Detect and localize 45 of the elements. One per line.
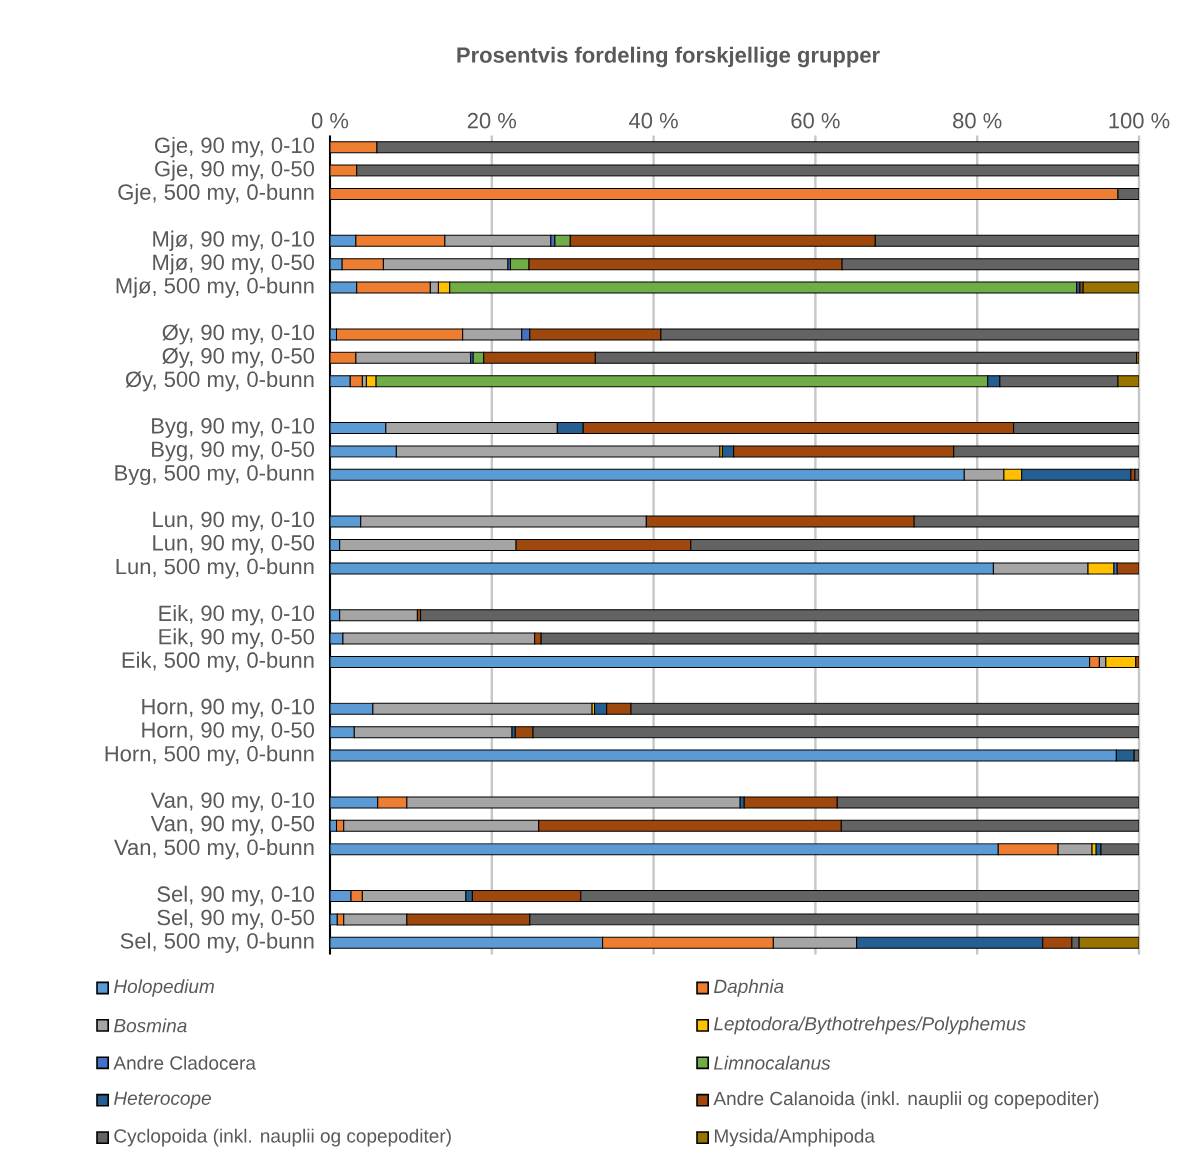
y-tick-label: Byg, 90 my, 0-50	[152, 441, 315, 462]
y-tick-label: Mjø, 90 my, 0-50	[153, 253, 315, 275]
y-tick-label: Sel, 90 my, 0-10	[157, 885, 315, 907]
y-tick-label: Gje, 500 my, 0-bunn	[118, 183, 314, 205]
y-tick-label: Eik, 90 my, 0-10	[159, 604, 315, 626]
x-tick-label: 0 %	[311, 112, 349, 129]
legend-label: Bosmina	[114, 1018, 187, 1033]
y-tick-label: Øy, 90 my, 0-50	[162, 347, 315, 368]
y-tick-label: Gje, 90 my, 0-50	[155, 160, 315, 181]
y-tick-label: Eik, 500 my, 0-bunn	[122, 651, 314, 673]
bar	[420, 609, 1140, 622]
x-tick-label: 100 %	[1109, 112, 1170, 129]
legend-label: Daphnia	[714, 979, 784, 997]
y-tick-label: Mjø, 90 my, 0-10	[153, 230, 315, 252]
y-tick-label: Gje, 90 my, 0-10	[155, 136, 315, 158]
legend-label: Andre Cladocera	[113, 1055, 256, 1070]
y-tick-label: Øy, 90 my, 0-10	[162, 324, 315, 345]
y-tick-label: Lun, 90 my, 0-50	[153, 535, 315, 555]
chart-title: Prosentvis fordeling forskjellige grupper	[457, 46, 880, 68]
y-tick-label: Sel, 90 my, 0-50	[157, 909, 315, 930]
y-tick-label: Øy, 500 my, 0-bunn	[125, 370, 314, 392]
legend-label: Andre Calanoida (inkl. nauplii og copepoditer)	[713, 1091, 1099, 1110]
y-tick-label: Van, 500 my, 0-bunn	[114, 838, 314, 860]
y-tick-label: Byg, 500 my, 0-bunn	[115, 464, 314, 486]
legend-label: Heterocope	[114, 1091, 211, 1109]
x-tick-label: 60 %	[791, 112, 840, 129]
y-tick-label: Mjø, 500 my, 0-bunn	[116, 277, 314, 298]
y-tick-label: Eik, 90 my, 0-50	[159, 628, 315, 649]
y-tick-label: Van, 90 my, 0-50	[150, 815, 315, 836]
x-tick-label: 80 %	[953, 112, 1002, 129]
y-tick-label: Horn, 500 my, 0-bunn	[105, 745, 314, 766]
legend-label: Holopedium	[114, 979, 214, 997]
y-tick-label: Sel, 500 my, 0-bunn	[120, 932, 314, 954]
y-tick-label: Van, 90 my, 0-10	[150, 792, 315, 813]
x-tick-label: 20 %	[467, 112, 517, 129]
y-tick-label: Horn, 90 my, 0-50	[142, 722, 315, 743]
legend-label: Cyclopoida (inkl. nauplii og copepoditer)	[114, 1128, 451, 1147]
y-tick-label: Horn, 90 my, 0-10	[142, 698, 315, 719]
legend-label: Limnocalanus	[714, 1055, 831, 1070]
x-tick-label: 40 %	[629, 112, 678, 129]
legend-label: Mysida/Amphipoda	[714, 1128, 875, 1147]
y-tick-label: Lun, 90 my, 0-10	[153, 511, 315, 532]
legend-label: Leptodora/Bythotrehpes/Polyphemus	[714, 1016, 1026, 1035]
y-tick-label: Lun, 500 my, 0-bunn	[116, 558, 314, 579]
y-tick-label: Byg, 90 my, 0-10	[152, 418, 315, 438]
